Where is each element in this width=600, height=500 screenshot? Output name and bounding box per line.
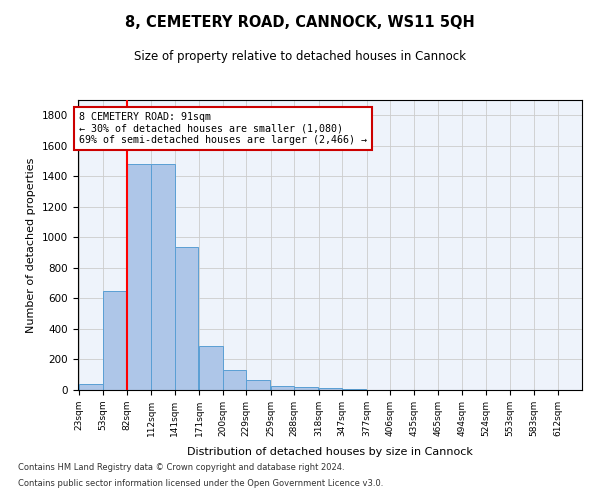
Bar xyxy=(175,246,199,390)
Bar xyxy=(79,384,103,390)
Bar xyxy=(223,370,247,390)
Bar xyxy=(127,164,151,390)
Bar xyxy=(319,388,343,390)
Bar xyxy=(151,164,175,390)
Bar xyxy=(103,291,127,390)
Text: Size of property relative to detached houses in Cannock: Size of property relative to detached ho… xyxy=(134,50,466,63)
Bar xyxy=(271,386,295,390)
Text: 8, CEMETERY ROAD, CANNOCK, WS11 5QH: 8, CEMETERY ROAD, CANNOCK, WS11 5QH xyxy=(125,15,475,30)
Text: 8 CEMETERY ROAD: 91sqm
← 30% of detached houses are smaller (1,080)
69% of semi-: 8 CEMETERY ROAD: 91sqm ← 30% of detached… xyxy=(79,112,367,146)
Bar xyxy=(342,389,366,390)
Text: Contains HM Land Registry data © Crown copyright and database right 2024.: Contains HM Land Registry data © Crown c… xyxy=(18,464,344,472)
Bar xyxy=(246,380,270,390)
Bar xyxy=(199,346,223,390)
Y-axis label: Number of detached properties: Number of detached properties xyxy=(26,158,37,332)
Text: Contains public sector information licensed under the Open Government Licence v3: Contains public sector information licen… xyxy=(18,478,383,488)
Bar xyxy=(294,387,318,390)
X-axis label: Distribution of detached houses by size in Cannock: Distribution of detached houses by size … xyxy=(187,447,473,457)
